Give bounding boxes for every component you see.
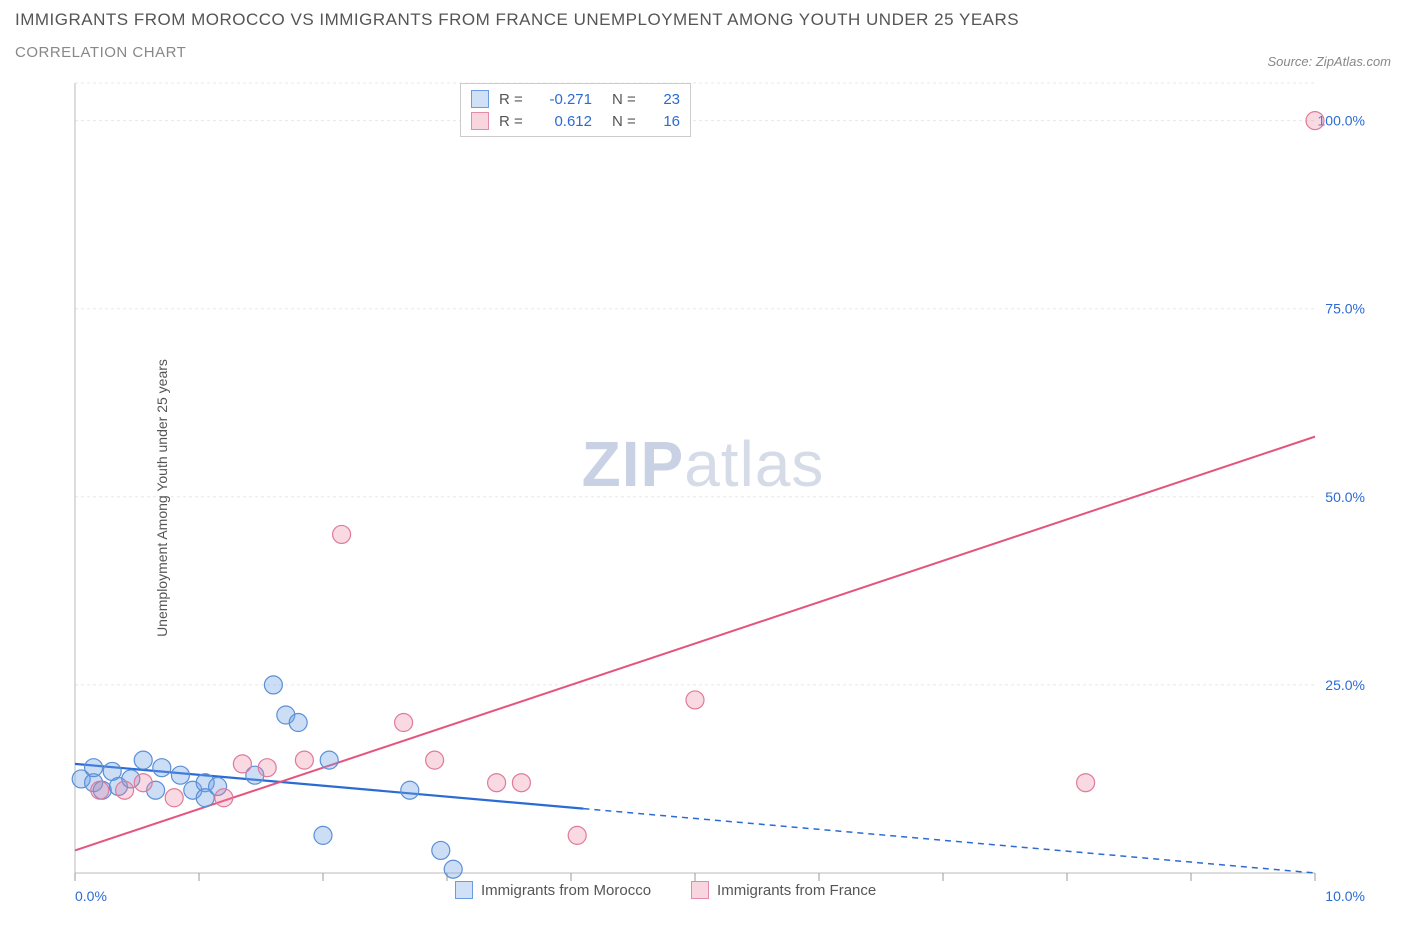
legend-r-value: -0.271 [537, 91, 592, 108]
svg-text:50.0%: 50.0% [1325, 489, 1365, 505]
y-axis-label: Unemployment Among Youth under 25 years [154, 359, 170, 637]
legend-n-label: N = [612, 91, 640, 108]
legend-swatch [471, 90, 489, 108]
legend-r-label: R = [499, 91, 527, 108]
correlation-chart: 25.0% 50.0% 75.0% 100.0% 0.0% 10.0% [15, 73, 1391, 913]
svg-text:75.0%: 75.0% [1325, 301, 1365, 317]
legend-series-item: Immigrants from Morocco [455, 881, 651, 899]
legend-swatch [471, 112, 489, 130]
svg-text:10.0%: 10.0% [1325, 888, 1365, 904]
chart-subtitle: CORRELATION CHART [15, 44, 186, 61]
legend-swatch [455, 881, 473, 899]
legend-n-label: N = [612, 113, 640, 130]
svg-text:100.0%: 100.0% [1318, 113, 1365, 129]
legend-n-value: 23 [650, 91, 680, 108]
correlation-legend: R = -0.271 N = 23 R = 0.612 N = 16 [460, 83, 691, 137]
legend-n-value: 16 [650, 113, 680, 130]
legend-r-label: R = [499, 113, 527, 130]
legend-correlation-row: R = -0.271 N = 23 [471, 90, 680, 108]
series-legend: Immigrants from Morocco Immigrants from F… [455, 881, 876, 899]
legend-correlation-row: R = 0.612 N = 16 [471, 112, 680, 130]
legend-swatch [691, 881, 709, 899]
svg-text:25.0%: 25.0% [1325, 677, 1365, 693]
legend-r-value: 0.612 [537, 113, 592, 130]
legend-series-name: Immigrants from Morocco [481, 882, 651, 899]
svg-text:0.0%: 0.0% [75, 888, 107, 904]
chart-container: Unemployment Among Youth under 25 years … [15, 73, 1391, 923]
legend-series-item: Immigrants from France [691, 881, 876, 899]
legend-series-name: Immigrants from France [717, 882, 876, 899]
chart-title: IMMIGRANTS FROM MOROCCO VS IMMIGRANTS FR… [15, 10, 1019, 30]
source-label: Source: ZipAtlas.com [1267, 54, 1391, 69]
